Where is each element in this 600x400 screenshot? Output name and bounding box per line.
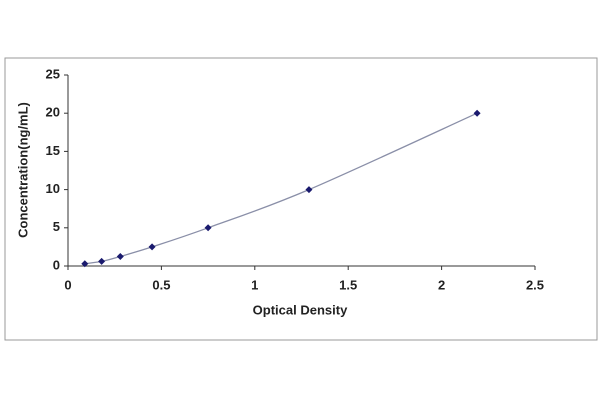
data-point [116, 252, 124, 260]
x-tick-label: 2 [438, 277, 445, 292]
y-tick-label: 25 [46, 66, 60, 81]
x-tick-label: 1.5 [339, 277, 357, 292]
data-point [305, 186, 313, 194]
y-tick-label: 10 [46, 181, 60, 196]
x-tick-label: 0 [64, 277, 71, 292]
data-point [98, 257, 106, 265]
data-point [81, 260, 89, 268]
x-axis-label: Optical Density [253, 302, 348, 317]
y-tick-label: 5 [53, 219, 60, 234]
y-axis-label: Concentration(ng/mL) [15, 102, 30, 238]
y-tick-label: 15 [46, 143, 60, 158]
y-tick-label: 20 [46, 105, 60, 120]
x-tick-label: 0.5 [152, 277, 170, 292]
x-tick-label: 1 [251, 277, 258, 292]
data-point [148, 243, 156, 251]
data-point [204, 224, 212, 232]
x-tick-label: 2.5 [526, 277, 544, 292]
data-point [473, 109, 481, 117]
chart-frame [4, 57, 598, 341]
y-tick-label: 0 [53, 257, 60, 272]
